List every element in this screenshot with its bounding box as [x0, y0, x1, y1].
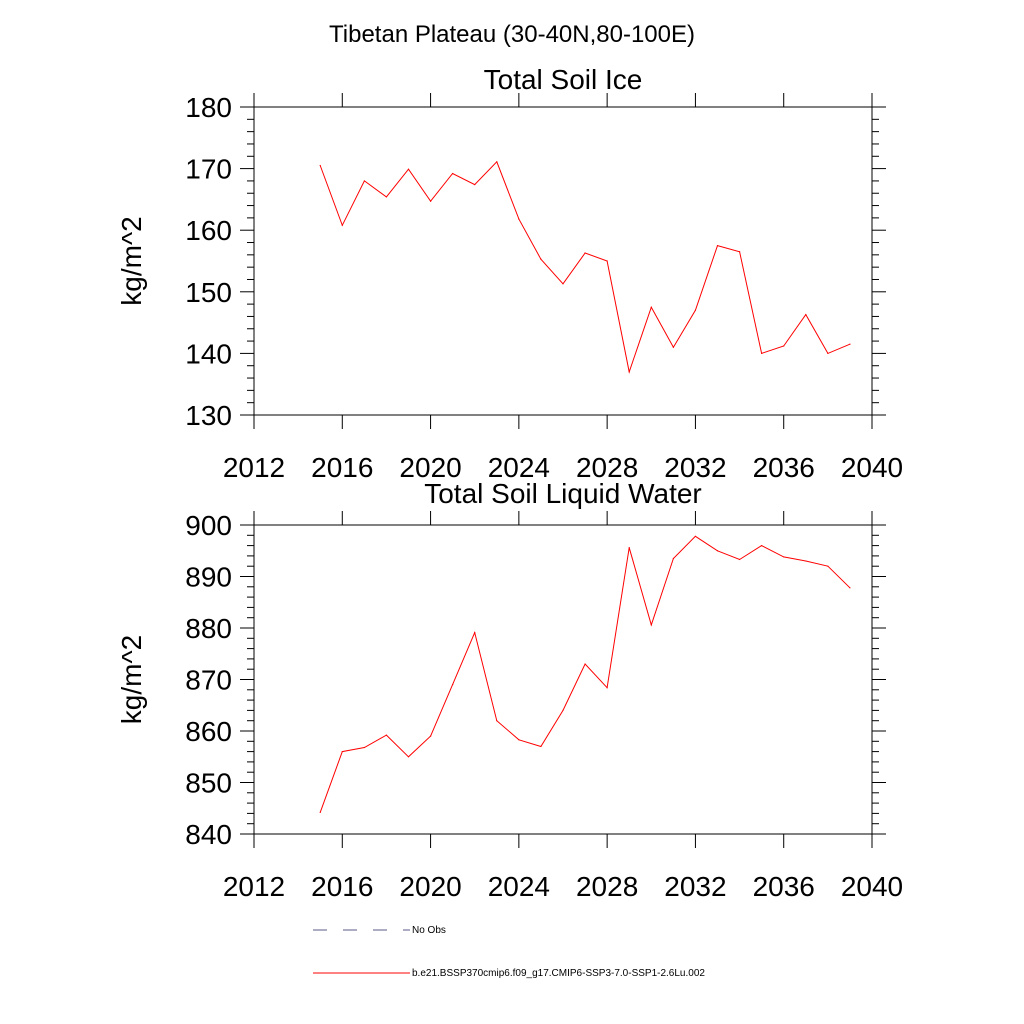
data-point: [452, 172, 454, 175]
data-point: [805, 313, 807, 316]
data-point: [474, 184, 476, 186]
data-point: [319, 164, 321, 167]
data-point: [429, 735, 432, 737]
data-point: [341, 224, 343, 226]
y-tick-label: 870: [185, 665, 232, 696]
data-point: [496, 161, 498, 163]
y-tick-label: 850: [185, 768, 232, 799]
data-point: [540, 745, 542, 748]
data-point: [562, 283, 564, 285]
data-point: [738, 558, 741, 561]
data-point: [385, 734, 388, 736]
data-point: [606, 687, 608, 689]
x-tick-label: 2020: [399, 871, 461, 902]
data-point: [716, 550, 719, 552]
x-tick-label: 2028: [576, 452, 638, 483]
series-line: [319, 160, 851, 374]
data-point: [672, 557, 674, 560]
data-point: [650, 306, 652, 308]
data-point: [716, 245, 719, 247]
data-point: [849, 587, 851, 589]
data-point: [761, 352, 763, 354]
series-line: [319, 535, 851, 813]
figure-title: Tibetan Plateau (30-40N,80-100E): [329, 21, 695, 48]
data-point: [783, 345, 785, 347]
x-tick-label: 2032: [664, 452, 726, 483]
y-tick-label: 180: [185, 92, 232, 123]
y-tick-label: 840: [185, 819, 232, 850]
y-tick-label: 900: [185, 510, 232, 541]
data-point: [694, 535, 697, 537]
data-point: [429, 200, 432, 202]
chart-panels: Total Soil Ice 130 140 150 160 170 180 2012 2016…: [116, 64, 903, 902]
legend: No Obs b.e21.BSSP370cmip6.f09_g17.CMIP6-…: [313, 925, 705, 979]
data-point: [827, 565, 829, 567]
y-tick-label: 170: [185, 154, 232, 185]
x-tick-label: 2036: [753, 871, 815, 902]
x-tick-label: 2012: [223, 871, 285, 902]
x-tick-label: 2040: [841, 871, 903, 902]
data-point: [518, 218, 520, 220]
x-tick-label: 2024: [488, 452, 550, 483]
y-tick-label: 130: [185, 400, 232, 431]
data-point: [738, 251, 741, 253]
data-point: [694, 309, 697, 311]
data-point: [849, 343, 851, 345]
legend-label-model: b.e21.BSSP370cmip6.f09_g17.CMIP6-SSP3-7.…: [412, 968, 705, 979]
data-point: [518, 739, 520, 741]
x-tick-label: 2024: [488, 871, 550, 902]
y-tick-label: 150: [185, 277, 232, 308]
data-point: [385, 196, 388, 198]
y-axis-label: kg/m^2: [116, 635, 147, 724]
data-point: [783, 556, 785, 558]
data-point: [628, 371, 630, 373]
data-point: [584, 663, 586, 665]
x-tick-label: 2016: [311, 452, 373, 483]
data-point: [827, 352, 829, 354]
plot-frame: [253, 524, 873, 835]
data-point: [540, 258, 542, 260]
chart-panel-1: Total Soil Ice 130 140 150 160 170 180 2012 2016…: [116, 64, 903, 483]
data-point: [341, 751, 343, 753]
data-point: [805, 560, 807, 562]
y-axis-label: kg/m^2: [116, 216, 147, 305]
data-point: [672, 346, 674, 348]
data-point: [650, 624, 652, 626]
data-point: [363, 746, 365, 749]
y-tick-label: 890: [185, 562, 232, 593]
data-point: [452, 684, 454, 686]
y-tick-label: 160: [185, 215, 232, 246]
panel-title: Total Soil Ice: [484, 64, 643, 95]
y-tick-label: 860: [185, 716, 232, 747]
data-point: [628, 547, 630, 549]
y-tick-label: 140: [185, 338, 232, 369]
y-tick-label: 880: [185, 613, 232, 644]
data-point: [319, 811, 321, 813]
x-tick-label: 2016: [311, 871, 373, 902]
data-point: [562, 709, 564, 712]
data-point: [761, 545, 763, 547]
x-tick-label: 2040: [841, 452, 903, 483]
data-point: [407, 168, 410, 170]
data-point: [496, 720, 498, 722]
data-point: [363, 180, 365, 182]
data-point: [474, 632, 476, 634]
legend-label-no-obs: No Obs: [412, 925, 446, 936]
plot-frame: [253, 106, 873, 416]
data-point: [407, 756, 410, 758]
data-point: [584, 252, 586, 254]
data-point: [606, 260, 608, 262]
x-tick-label: 2020: [399, 452, 461, 483]
panel-title: Total Soil Liquid Water: [424, 478, 702, 509]
chart-panel-2: Total Soil Liquid Water 840 850 860 870 880 89…: [116, 478, 903, 902]
x-tick-label: 2036: [753, 452, 815, 483]
x-tick-label: 2028: [576, 871, 638, 902]
x-tick-label: 2012: [223, 452, 285, 483]
x-tick-label: 2032: [664, 871, 726, 902]
